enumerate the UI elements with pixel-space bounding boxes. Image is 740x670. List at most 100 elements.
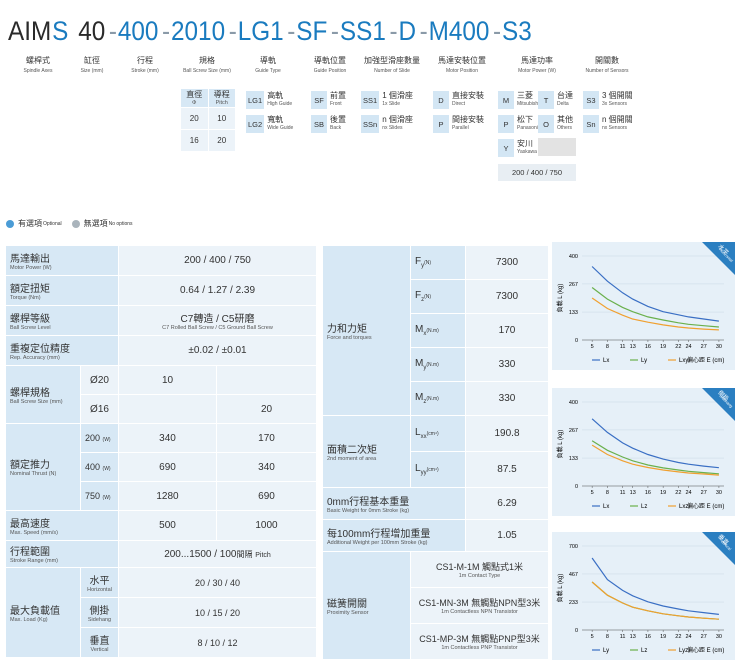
- text: 側掛 Sidehang 10 / 15 / 20: [6, 597, 318, 628]
- x-tick-label: 11: [620, 344, 626, 350]
- text: 加強型滑座數量: [364, 56, 420, 65]
- text: Size (mm): [80, 68, 104, 74]
- text: 最大負載值: [10, 605, 60, 617]
- text: 馬達安裝位置: [438, 56, 486, 65]
- screw-options: 直徑 Φ 導程 Pitch 20 10 16 20: [180, 88, 236, 152]
- corner-tag: [702, 388, 735, 421]
- option: SS1 1 個滑座 1x Slide: [361, 90, 413, 110]
- text: M: [415, 324, 424, 335]
- y-axis-label: 負載 L (kg): [556, 430, 564, 459]
- code-part: M400: [428, 16, 490, 46]
- option-code: Sn: [583, 115, 599, 133]
- empty-option: [538, 138, 576, 156]
- text: 行程: [137, 56, 153, 65]
- text: 20 10: [180, 107, 236, 130]
- option-code: M: [498, 91, 514, 109]
- text: 螺桿等級: [10, 313, 50, 325]
- text: (N): [424, 260, 432, 266]
- text: Delta: [557, 101, 569, 107]
- text: Motor Position: [446, 68, 478, 74]
- text: Ball Screw Size (mm): [10, 398, 63, 405]
- text: Ball Screw Size (mm): [183, 68, 231, 74]
- label: 0mm行程基本重量 Basic Weight for 0mm Stroke (kg…: [322, 487, 466, 520]
- legend-label: Lx: [603, 504, 609, 510]
- option-code: Y: [498, 139, 514, 157]
- text: Vertical: [90, 646, 109, 653]
- text: Rep. Accuracy (mm): [10, 354, 60, 361]
- text: 後置: [330, 115, 346, 124]
- option-name: n 個滑座 nx Slides: [382, 115, 413, 133]
- sub: 水平 Horizontal: [80, 567, 119, 598]
- text: 垂直 Vertical 8 / 10 / 12: [6, 627, 318, 658]
- head: 導程 Pitch: [207, 88, 236, 108]
- option: Sn n 個開關 nx Sensors: [583, 114, 633, 134]
- text: 側掛: [89, 605, 110, 617]
- text: Optional: [43, 220, 62, 227]
- value: 330: [465, 381, 549, 416]
- text: C7 Rolled Ball Screw / C5 Ground Ball Sc…: [162, 324, 273, 331]
- legend-label: Lxy: [679, 358, 688, 364]
- text: Sidehang: [87, 616, 112, 623]
- x-tick-label: 5: [591, 634, 594, 640]
- text: 額定推力 Nominal Thrust (N) 200 (W) 340 170: [5, 423, 318, 511]
- value: 340: [118, 423, 217, 453]
- field-label: 馬達安裝位置 Motor Position: [422, 56, 502, 76]
- chart-panel: [552, 532, 735, 660]
- x-tick-label: 24: [685, 490, 691, 496]
- text: M: [415, 392, 424, 403]
- sub: 750 (W): [80, 481, 119, 511]
- text: High Guide: [267, 101, 293, 107]
- y-tick-label: 0: [575, 628, 578, 634]
- text: 其他: [557, 115, 573, 124]
- text: CS1-MP-3M 無觸點PNP型3米: [419, 633, 540, 644]
- text: Stroke Range (mm): [10, 558, 58, 564]
- label: 最高速度 Max. Speed (mm/s): [5, 510, 119, 541]
- x-tick-label: 13: [630, 490, 636, 496]
- text: y: [421, 263, 425, 269]
- text: 馬達輸出 Motor Power (W) 200 / 400 / 750 額定扭矩 T…: [5, 245, 318, 658]
- legend-label: Lyz: [679, 648, 688, 654]
- series-line: [591, 287, 719, 328]
- sub: 400 (W): [80, 452, 119, 482]
- text: 最高速度: [10, 518, 50, 530]
- x-tick-label: 22: [675, 344, 681, 350]
- row: 0mm行程基本重量 Basic Weight for 0mm Stroke (kg…: [322, 487, 549, 520]
- y-axis-label: 負載 L (kg): [556, 574, 564, 603]
- text: 3x Sensors: [602, 101, 628, 107]
- label: 額定扭矩 Torque (Nm): [5, 275, 119, 306]
- text: 松下: [517, 115, 533, 124]
- text: (W): [102, 466, 111, 472]
- row: My(N.m) 330: [323, 347, 549, 382]
- power-options: 200 / 400 / 750: [498, 164, 576, 181]
- chart-panel: [552, 242, 735, 370]
- property-table: 力和力矩 Force and torques Fy(N) 7300 Fz(N) 7300 M…: [322, 245, 549, 660]
- text: z: [421, 297, 425, 303]
- x-tick-label: 27: [701, 344, 707, 350]
- symbol: Mz(N.m): [410, 381, 466, 416]
- text: 缸徑: [84, 56, 100, 65]
- text: (N): [424, 294, 432, 300]
- text: 馬達輸出: [10, 253, 50, 265]
- text: 400: [85, 462, 101, 472]
- x-tick-label: 5: [591, 344, 594, 350]
- option-code: S3: [583, 91, 599, 109]
- text: (N.m): [426, 328, 439, 334]
- text: CS1-M-1M 觸點式1米: [435, 561, 523, 572]
- text: 行程範圍: [10, 547, 50, 558]
- text: Horizontal: [87, 586, 112, 593]
- text: 螺桿規格: [10, 387, 50, 399]
- option: O 其他 Others: [538, 114, 576, 134]
- option-name: 寬軌 Wide Guide: [267, 115, 293, 133]
- option: Y 安川 Yaskawa: [498, 138, 537, 158]
- option-code: D: [433, 91, 449, 109]
- option-name: 前置 Front: [330, 91, 346, 109]
- value: 340: [215, 452, 318, 482]
- text: CS1-MN-3M 無觸點NPN型3米: [418, 597, 541, 608]
- code-part: SF: [296, 16, 328, 46]
- option-code: SS1: [361, 91, 380, 109]
- text: 無選項: [83, 219, 108, 228]
- value: 6.29: [465, 487, 549, 520]
- text: 最大負載值 Max. Load (Kg) 水平 Horizontal 20 / 30 /…: [5, 567, 318, 658]
- value: [215, 365, 318, 395]
